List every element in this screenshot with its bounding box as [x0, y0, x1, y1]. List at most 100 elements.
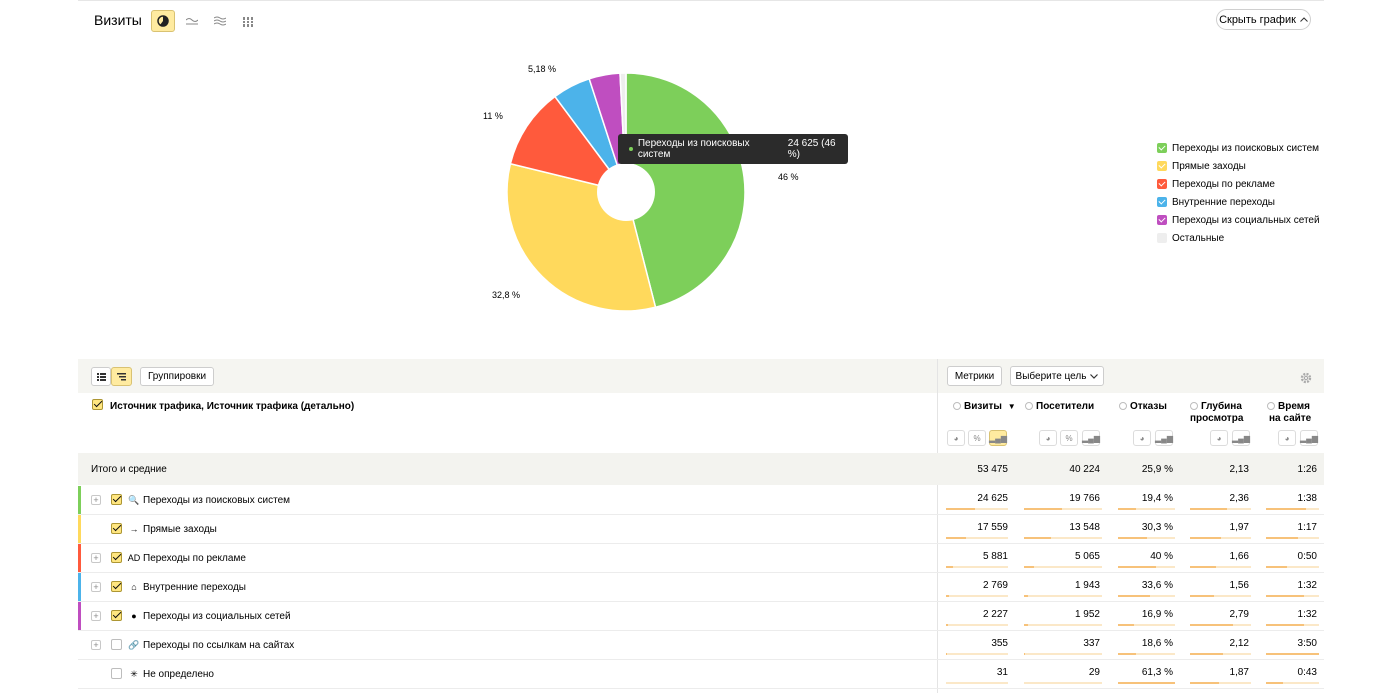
column-header-depth[interactable]: Глубина просмотра [1190, 401, 1244, 424]
pie-slice-2[interactable] [509, 95, 628, 194]
row-bar-fill [946, 566, 953, 568]
row-label: Переходы из поисковых систем [143, 495, 291, 506]
column-header-visitors[interactable]: Посетители [1025, 401, 1094, 413]
row-value: 1:32 [1297, 580, 1317, 591]
row-value: 1 943 [1074, 580, 1100, 591]
list-view-button[interactable] [91, 367, 111, 386]
row-checkbox[interactable] [111, 668, 122, 679]
table-row[interactable]: + 🔍 Переходы из поисковых систем 24 625 19 7… [78, 486, 1324, 515]
legend-checkbox[interactable] [1157, 197, 1167, 207]
chart-tooltip: Переходы из поисковых систем 24 625 (46 … [618, 134, 848, 164]
row-bar-fill [1024, 624, 1028, 626]
pie-slice-0[interactable] [625, 72, 746, 309]
row-bar [1266, 682, 1319, 684]
total-row: Итого и средние 53 475 40 224 25,9 % 2,1… [78, 453, 1324, 485]
table-row[interactable]: ✳ Не определено 31 29 61,3 % 1,87 0:43 [78, 660, 1324, 689]
row-bar [1024, 537, 1102, 539]
hide-chart-button[interactable]: Скрыть график [1216, 9, 1311, 30]
pie-hole [597, 163, 655, 221]
table-row[interactable]: + ● Переходы из социальных сетей 2 227 1 952… [78, 602, 1324, 631]
row-checkbox[interactable] [111, 494, 122, 505]
row-bar-fill [1118, 595, 1150, 597]
row-color-stripe [78, 486, 81, 514]
table-row[interactable]: + 🔗 Переходы по ссылкам на сайтах 355 337 18,… [78, 631, 1324, 660]
table-row[interactable]: + ⌂ Внутренние переходы 2 769 1 943 33,6 % 1,5… [78, 573, 1324, 602]
slice-label-ads: 11 % [483, 111, 503, 121]
legend-item-1[interactable]: Прямые заходы [1157, 157, 1320, 175]
groupings-button[interactable]: Группировки [140, 367, 214, 386]
row-bar [1190, 653, 1251, 655]
row-bar [1118, 595, 1175, 597]
row-checkbox[interactable] [111, 552, 122, 563]
expand-button[interactable]: + [91, 495, 101, 505]
tree-view-button[interactable] [111, 367, 132, 386]
info-icon [1119, 402, 1127, 410]
row-bar-fill [946, 595, 949, 597]
chevron-up-icon [1300, 17, 1308, 22]
time-bars-button[interactable]: ▂▄▆ [1300, 430, 1318, 446]
column-header-visits[interactable]: Визиты ▼ [953, 401, 1016, 413]
column-header-time[interactable]: Время на сайте [1267, 401, 1312, 424]
time-pie-button[interactable]: ◕ [1278, 430, 1296, 446]
legend-checkbox[interactable] [1157, 161, 1167, 171]
legend-checkbox[interactable] [1157, 233, 1167, 243]
pie-chart-view-button[interactable] [151, 10, 175, 32]
legend-item-3[interactable]: Внутренние переходы [1157, 193, 1320, 211]
hide-chart-label: Скрыть график [1219, 13, 1296, 26]
row-value: 0:43 [1297, 667, 1317, 678]
legend-item-5[interactable]: Остальные [1157, 229, 1320, 247]
depth-bars-button[interactable]: ▂▄▆ [1232, 430, 1250, 446]
row-bar [946, 508, 1008, 510]
row-bar-fill [1266, 653, 1319, 655]
legend-item-0[interactable]: Переходы из поисковых систем [1157, 139, 1320, 157]
column-header-bounces[interactable]: Отказы [1119, 401, 1167, 413]
row-value: 61,3 % [1141, 667, 1173, 678]
area-chart-view-button[interactable] [208, 10, 232, 32]
legend-checkbox[interactable] [1157, 179, 1167, 189]
row-bar-fill [946, 537, 966, 539]
bar-chart-view-button[interactable] [236, 10, 260, 32]
select-all-checkbox[interactable] [92, 399, 103, 410]
row-value: 1,56 [1229, 580, 1249, 591]
row-bar-fill [1118, 566, 1156, 568]
visitors-percent-button[interactable]: % [1060, 430, 1078, 446]
total-depth: 2,13 [1229, 464, 1249, 475]
row-checkbox[interactable] [111, 581, 122, 592]
expand-button[interactable]: + [91, 553, 101, 563]
row-checkbox[interactable] [111, 523, 122, 534]
expand-button[interactable]: + [91, 640, 101, 650]
visits-percent-button[interactable]: % [968, 430, 986, 446]
settings-button[interactable] [1300, 371, 1312, 389]
row-checkbox[interactable] [111, 610, 122, 621]
bounces-pie-button[interactable]: ◕ [1133, 430, 1151, 446]
legend-label: Переходы по рекламе [1172, 178, 1275, 190]
expand-button[interactable]: + [91, 582, 101, 592]
tooltip-dot [629, 147, 633, 151]
line-chart-view-button[interactable] [180, 10, 204, 32]
legend-item-2[interactable]: Переходы по рекламе [1157, 175, 1320, 193]
row-bar [946, 653, 1008, 655]
row-value: 1,97 [1229, 522, 1249, 533]
table-row[interactable]: → Прямые заходы 17 559 13 548 30,3 % 1,97 1:17 [78, 515, 1324, 544]
bounces-bars-button[interactable]: ▂▄▆ [1155, 430, 1173, 446]
visits-bars-button[interactable]: ▂▄▆ [989, 430, 1007, 446]
visitors-pie-button[interactable]: ◕ [1039, 430, 1057, 446]
depth-pie-button[interactable]: ◕ [1210, 430, 1228, 446]
table-row[interactable]: + AD Переходы по рекламе 5 881 5 065 40 % 1,66… [78, 544, 1324, 573]
legend-checkbox[interactable] [1157, 143, 1167, 153]
row-value: 337 [1083, 638, 1100, 649]
row-value: 2,12 [1229, 638, 1249, 649]
goal-select[interactable]: Выберите цель [1010, 366, 1104, 386]
visitors-bars-button[interactable]: ▂▄▆ [1082, 430, 1100, 446]
visits-pie-button[interactable]: ◕ [947, 430, 965, 446]
row-value: 5 881 [982, 551, 1008, 562]
metrics-button[interactable]: Метрики [947, 366, 1002, 386]
expand-button[interactable]: + [91, 611, 101, 621]
home-icon: ⌂ [131, 582, 137, 592]
legend-item-4[interactable]: Переходы из социальных сетей [1157, 211, 1320, 229]
row-checkbox[interactable] [111, 639, 122, 650]
row-value: 2,36 [1229, 493, 1249, 504]
legend-checkbox[interactable] [1157, 215, 1167, 225]
row-value: 0:50 [1297, 551, 1317, 562]
row-bar-fill [1266, 566, 1287, 568]
